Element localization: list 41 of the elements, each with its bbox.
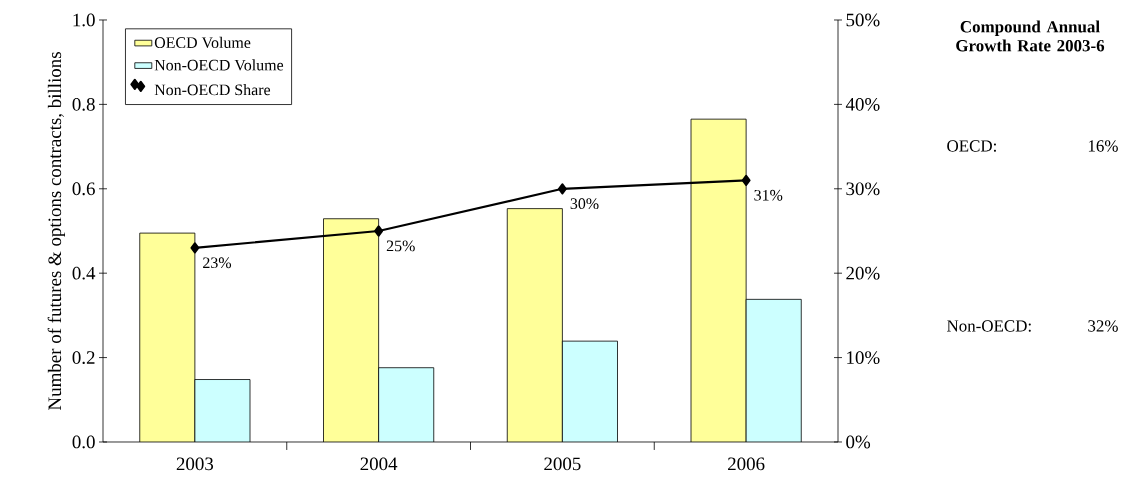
bar	[194, 379, 251, 442]
point	[374, 225, 384, 237]
x-tick-label: 2005	[544, 457, 581, 471]
bar	[378, 367, 434, 442]
y-tick-label: 0.4	[72, 266, 96, 280]
data-label: 30%	[570, 198, 599, 210]
x-tick-label: 2003	[176, 457, 214, 471]
x-tick-label: 2004	[360, 457, 398, 471]
bar	[139, 233, 195, 442]
bar	[745, 298, 802, 442]
text: 32%	[1088, 320, 1118, 332]
bar	[507, 208, 563, 442]
y2-tick-label: 30%	[846, 182, 880, 196]
y-tick-label: 1.0	[73, 13, 95, 27]
data-label: 23%	[203, 257, 232, 269]
y-axis-title: Number of futures & options contracts, billions	[47, 52, 66, 410]
data-label: 25%	[386, 240, 415, 252]
point	[741, 174, 751, 186]
y-tick-label: 0.2	[72, 351, 95, 365]
text: Compound Annual Growth Rate 2003-6	[956, 20, 1105, 52]
y-tick-label: 0.8	[72, 97, 95, 111]
y2-tick-label: 0%	[846, 435, 871, 449]
point	[557, 183, 567, 195]
y2-tick-label: 50%	[846, 13, 880, 27]
point	[190, 242, 200, 254]
legend-label: Non-OECD Volume	[154, 59, 284, 71]
data-label: 31%	[754, 189, 783, 201]
bar	[323, 218, 379, 442]
text: OECD:	[947, 140, 996, 152]
y2-tick-label: 20%	[846, 266, 880, 280]
y-tick-label: 0.0	[72, 435, 95, 449]
legend-label: OECD Volume	[154, 36, 251, 49]
x-tick-label: 2006	[728, 457, 765, 471]
bar	[690, 118, 747, 442]
text: Non-OECD:	[947, 320, 1031, 332]
text: 16%	[1088, 140, 1118, 152]
legend-label: Non-OECD Share	[154, 84, 271, 96]
bar	[562, 341, 618, 442]
y-tick-label: 0.6	[72, 182, 95, 196]
y2-tick-label: 10%	[847, 351, 880, 365]
y2-tick-label: 40%	[845, 97, 880, 111]
